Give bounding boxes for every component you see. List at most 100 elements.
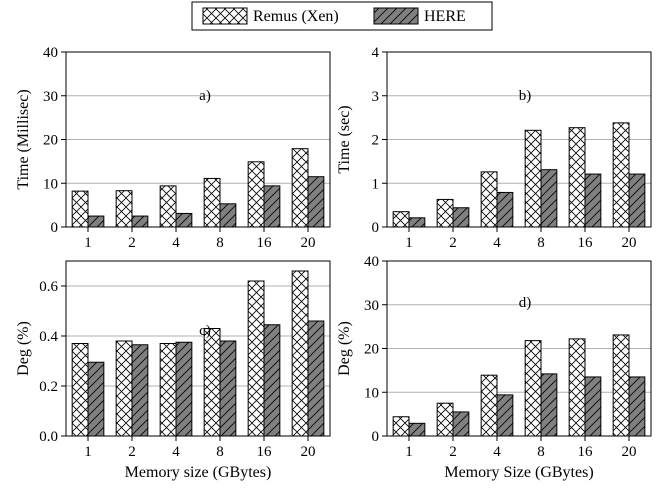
bar-remus [116, 191, 132, 227]
y-tick-label: 10 [43, 176, 58, 192]
x-tick-label: 4 [493, 235, 501, 251]
bar-here [585, 377, 601, 436]
x-tick-label: 8 [216, 444, 224, 460]
bar-remus [160, 186, 176, 227]
x-tick-label: 20 [301, 235, 316, 251]
x-tick-label: 1 [84, 444, 92, 460]
bar-remus [437, 199, 453, 227]
y-tick-label: 30 [43, 89, 58, 105]
bar-remus [204, 329, 220, 437]
x-tick-label: 16 [257, 444, 273, 460]
x-tick-label: 8 [537, 235, 545, 251]
y-tick-label: 40 [43, 45, 58, 61]
bar-remus [160, 344, 176, 437]
panel-label: c) [199, 323, 211, 339]
bar-here [541, 374, 557, 436]
bar-here [453, 412, 469, 436]
bar-remus [248, 162, 264, 227]
panel-label: a) [199, 88, 211, 104]
x-tick-label: 4 [493, 444, 501, 460]
y-tick-label: 0 [372, 220, 380, 236]
x-tick-label: 4 [172, 444, 180, 460]
bar-remus [292, 149, 308, 227]
bar-here [629, 174, 645, 227]
bar-remus [393, 417, 409, 436]
bar-remus [204, 178, 220, 227]
y-axis-label: Deg (%) [336, 321, 353, 376]
bar-here [409, 218, 425, 227]
y-tick-label: 4 [372, 45, 380, 61]
y-tick-label: 0.2 [39, 379, 58, 395]
bar-here [585, 174, 601, 227]
x-tick-label: 20 [301, 444, 316, 460]
bar-remus [72, 191, 88, 227]
bar-remus [569, 128, 585, 227]
panel-label: b) [519, 88, 532, 104]
panel-2: 0.0 0.2 0.4 0.6 1 2 4 8 16 20 c) Deg (%) Memory size… [15, 261, 330, 481]
legend-swatch-here [374, 8, 418, 24]
bar-here [132, 345, 148, 436]
panel-3: 0 10 20 30 40 1 2 4 8 16 20 d) Deg (%) Memory Size (G… [336, 254, 651, 481]
x-tick-label: 1 [405, 444, 413, 460]
y-tick-label: 0 [51, 220, 59, 236]
x-tick-label: 1 [84, 235, 92, 251]
y-tick-label: 0 [372, 429, 380, 445]
x-tick-label: 20 [622, 444, 637, 460]
y-tick-label: 0.6 [39, 279, 58, 295]
bar-here [541, 170, 557, 227]
y-tick-label: 0.4 [39, 329, 58, 345]
y-axis-label: Time (Millisec) [15, 89, 32, 189]
bar-here [264, 186, 280, 227]
y-tick-label: 30 [364, 298, 379, 314]
y-tick-label: 10 [364, 385, 379, 401]
bar-here [453, 208, 469, 227]
bar-remus [569, 339, 585, 436]
panel-0: 0 10 20 30 40 1 2 4 8 16 20 a) Time (Millisec) [15, 45, 330, 251]
bar-remus [437, 403, 453, 436]
x-axis-label: Memory size (GBytes) [125, 464, 272, 481]
y-tick-label: 2 [372, 133, 380, 149]
x-tick-label: 16 [578, 444, 594, 460]
y-tick-label: 20 [43, 133, 58, 149]
x-tick-label: 2 [449, 235, 457, 251]
bar-here [629, 377, 645, 436]
bar-remus [292, 271, 308, 436]
bar-remus [525, 130, 541, 227]
bar-here [497, 192, 513, 227]
bar-here [220, 341, 236, 436]
x-tick-label: 16 [578, 235, 594, 251]
y-axis-label: Deg (%) [15, 321, 32, 376]
x-tick-label: 8 [537, 444, 545, 460]
bar-here [176, 342, 192, 436]
bar-here [497, 395, 513, 436]
bar-remus [613, 335, 629, 436]
legend-label-here: HERE [424, 8, 466, 25]
x-tick-label: 2 [128, 235, 136, 251]
y-tick-label: 20 [364, 342, 379, 358]
panel-1: 0 1 2 3 4 1 2 4 8 16 20 b) Time (sec) [336, 45, 651, 251]
panel-label: d) [519, 295, 532, 311]
x-tick-label: 4 [172, 235, 180, 251]
bar-here [264, 325, 280, 436]
bar-remus [116, 341, 132, 436]
y-tick-label: 40 [364, 254, 379, 270]
bar-remus [72, 344, 88, 437]
x-tick-label: 1 [405, 235, 413, 251]
x-tick-label: 2 [449, 444, 457, 460]
x-tick-label: 20 [622, 235, 637, 251]
x-axis-label: Memory Size (GBytes) [444, 464, 593, 481]
bar-remus [393, 212, 409, 227]
x-tick-label: 16 [257, 235, 273, 251]
bar-here [132, 216, 148, 227]
bar-remus [613, 123, 629, 227]
legend: Remus (Xen) HERE [192, 2, 492, 30]
bar-here [176, 213, 192, 227]
bar-remus [481, 375, 497, 436]
bar-here [308, 321, 324, 436]
bar-here [88, 362, 104, 436]
axes-frame [66, 261, 330, 436]
y-axis-label: Time (sec) [336, 105, 353, 173]
